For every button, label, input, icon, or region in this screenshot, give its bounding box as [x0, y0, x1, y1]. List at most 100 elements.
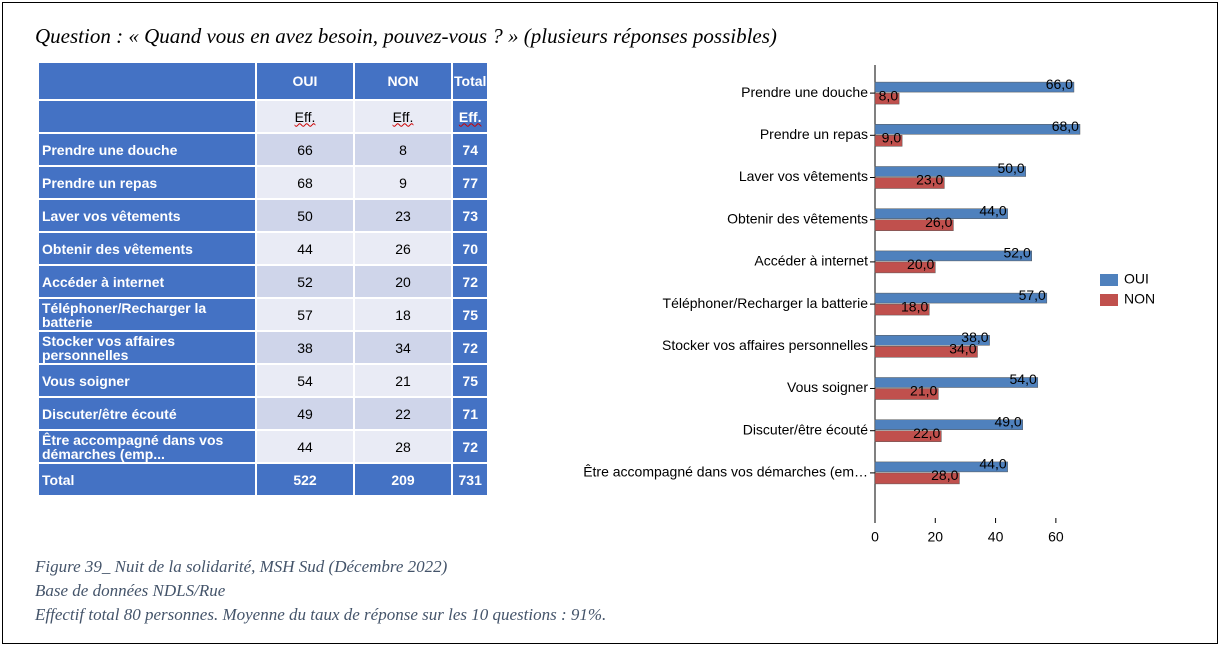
- row-label: Prendre une douche: [39, 134, 255, 165]
- table-row: Obtenir des vêtements 44 26 70: [39, 233, 488, 264]
- header-cell: Total: [453, 63, 488, 99]
- cell: 70: [453, 233, 488, 264]
- category-label: Obtenir des vêtements: [727, 210, 868, 226]
- cell: 57: [257, 299, 353, 330]
- cell: 34: [355, 332, 451, 363]
- value-label: 50,0: [997, 160, 1024, 176]
- cell: 52: [257, 266, 353, 297]
- cell: 49: [257, 398, 353, 429]
- table-row: Total 522 209 731: [39, 464, 488, 495]
- value-label: 34,0: [949, 341, 976, 357]
- table-row: Être accompagné dans vos démarches (emp.…: [39, 431, 488, 462]
- subheader-cell: Eff.: [453, 101, 488, 132]
- header-cell: NON: [355, 63, 451, 99]
- value-label: 22,0: [913, 425, 940, 441]
- bar: [874, 135, 903, 147]
- legend-swatch: [1100, 274, 1118, 286]
- value-label: 28,0: [931, 467, 958, 483]
- table-row: Stocker vos affaires personnelles 38 34 72: [39, 332, 488, 363]
- value-label: 57,0: [1019, 287, 1046, 303]
- cell: 66: [257, 134, 353, 165]
- row-label: Laver vos vêtements: [39, 200, 255, 231]
- cell: 72: [453, 332, 488, 363]
- category-label: Téléphoner/Recharger la batterie: [663, 295, 869, 311]
- value-label: 66,0: [1046, 76, 1073, 92]
- row-label: Être accompagné dans vos démarches (emp.…: [39, 431, 255, 462]
- bar: [874, 419, 1023, 430]
- row-label: Discuter/être écouté: [39, 398, 255, 429]
- x-tick-label: 0: [871, 529, 879, 545]
- value-label: 21,0: [910, 383, 937, 399]
- bar: [874, 346, 978, 358]
- row-label: Obtenir des vêtements: [39, 233, 255, 264]
- legend-label: OUI: [1124, 271, 1149, 287]
- x-tick-label: 40: [988, 529, 1004, 545]
- cell: 74: [453, 134, 488, 165]
- question: Question : « Quand vous en avez besoin, …: [35, 24, 777, 48]
- subheader-row: Eff. Eff. Eff.: [39, 101, 488, 132]
- table-row: Accéder à internet 52 20 72: [39, 266, 488, 297]
- value-label: 44,0: [979, 202, 1006, 218]
- header-row: OUI NON Total: [39, 63, 488, 99]
- bar: [874, 177, 945, 189]
- category-label: Prendre un repas: [760, 126, 868, 142]
- table-row: Discuter/être écouté 49 22 71: [39, 398, 488, 429]
- cell: 26: [355, 233, 451, 264]
- bar: [874, 92, 900, 105]
- cell: 20: [355, 266, 451, 297]
- caption: Figure 39_ Nuit de la solidarité, MSH Su…: [35, 557, 448, 576]
- bar: [874, 208, 1008, 219]
- table-row: Laver vos vêtements 50 23 73: [39, 200, 488, 231]
- cell: 22: [355, 398, 451, 429]
- table-row: Vous soigner 54 21 75: [39, 365, 488, 396]
- table-row: Prendre une douche 66 8 74: [39, 134, 488, 165]
- value-label: 38,0: [961, 329, 988, 345]
- category-label: Être accompagné dans vos démarches (em…: [583, 464, 868, 480]
- table-row: Téléphoner/Recharger la batterie 57 18 75: [39, 299, 488, 330]
- bar: [874, 81, 1075, 93]
- legend-label: NON: [1124, 291, 1155, 307]
- data-table: OUI NON Total Eff. Eff. Eff. Prendre une douch…: [37, 61, 489, 497]
- header-cell: [39, 63, 255, 99]
- value-label: 49,0: [994, 413, 1021, 429]
- x-tick-label: 20: [927, 529, 943, 545]
- cell: 77: [453, 167, 488, 198]
- label-cell: [39, 101, 255, 132]
- cell: 44: [257, 431, 353, 462]
- subheader-cell: Eff.: [257, 101, 353, 132]
- category-label: Vous soigner: [787, 379, 868, 395]
- row-label: Vous soigner: [39, 365, 255, 396]
- header-cell: OUI: [257, 63, 353, 99]
- row-label: Total: [39, 464, 255, 495]
- value-label: 44,0: [979, 456, 1006, 472]
- subheader-cell: Eff.: [355, 101, 451, 132]
- cell: 54: [257, 365, 353, 396]
- bar: [874, 335, 990, 346]
- value-label: 8,0: [879, 87, 899, 103]
- bar: [874, 388, 939, 400]
- value-label: 18,0: [901, 298, 928, 314]
- row-label: Stocker vos affaires personnelles: [39, 332, 255, 363]
- value-label: 68,0: [1052, 118, 1079, 134]
- cell: 72: [453, 266, 488, 297]
- category-label: Laver vos vêtements: [739, 168, 868, 184]
- cell: 68: [257, 167, 353, 198]
- cell: 72: [453, 431, 488, 462]
- category-label: Accéder à internet: [754, 253, 868, 269]
- caption: Effectif total 80 personnes. Moyenne du …: [35, 605, 607, 624]
- cell: 73: [453, 200, 488, 231]
- cell: 209: [355, 464, 451, 495]
- cell: 71: [453, 398, 488, 429]
- cell: 522: [257, 464, 353, 495]
- bar: [874, 250, 1032, 262]
- cell: 75: [453, 299, 488, 330]
- legend-swatch: [1100, 294, 1118, 306]
- value-label: 20,0: [907, 256, 934, 272]
- bar: [874, 461, 1008, 473]
- bar: [874, 472, 960, 485]
- value-label: 52,0: [1003, 245, 1030, 261]
- cell: 21: [355, 365, 451, 396]
- value-label: 26,0: [925, 214, 952, 230]
